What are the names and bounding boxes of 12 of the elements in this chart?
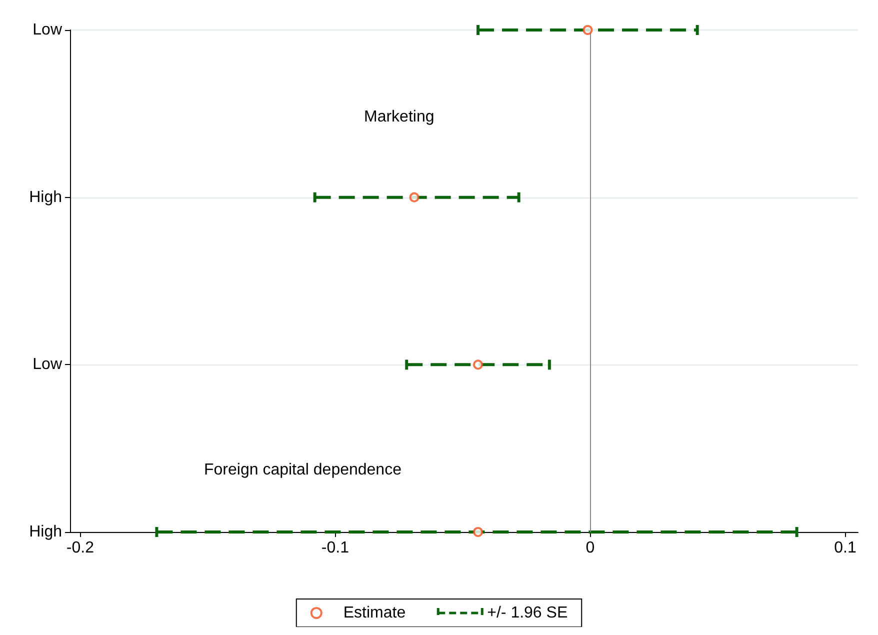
- y-tick-label: Low: [32, 356, 62, 374]
- x-tick-label: -0.1: [321, 540, 350, 556]
- y-tick-label: Low: [32, 22, 62, 38]
- annotation: +/- 1.96 SE: [487, 604, 568, 622]
- annotation: Foreign capital dependence: [204, 462, 402, 478]
- annotation: Marketing: [364, 108, 434, 126]
- y-tick-label: High: [29, 524, 62, 540]
- x-tick-label: -0.2: [66, 540, 94, 556]
- x-tick-label: 0.1: [834, 540, 856, 556]
- legend-label: Estimate: [343, 604, 406, 622]
- y-tick-label: High: [29, 188, 62, 206]
- x-tick-label: 0: [586, 540, 595, 556]
